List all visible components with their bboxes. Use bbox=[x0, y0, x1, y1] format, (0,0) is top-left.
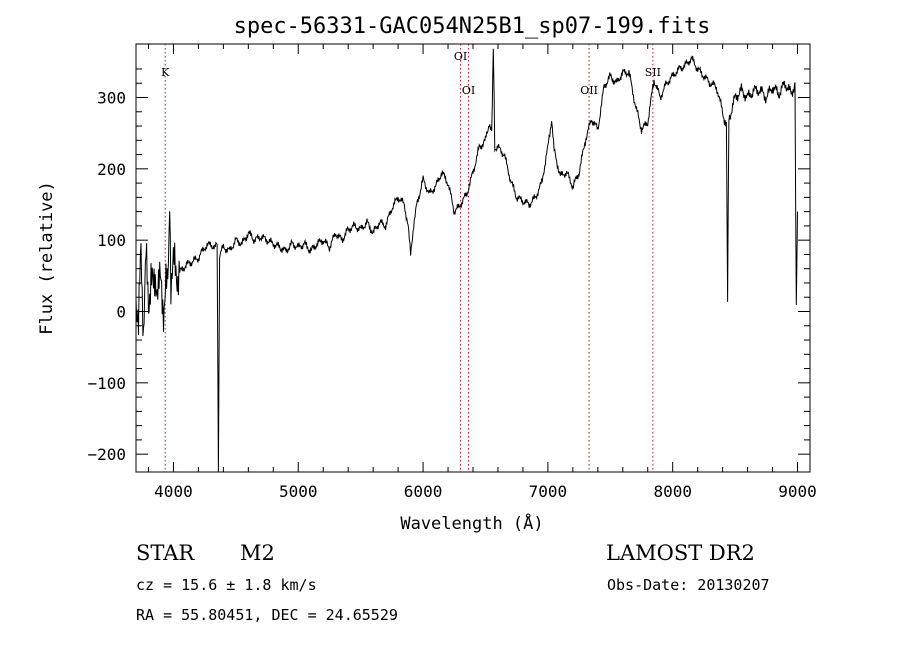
x-axis-label: Wavelength (Å) bbox=[400, 512, 543, 534]
plot-frame bbox=[135, 43, 811, 473]
x-tick-label: 8000 bbox=[653, 482, 692, 501]
object-class: STAR bbox=[136, 541, 195, 565]
x-tick-label: 9000 bbox=[778, 482, 817, 501]
redshift-text: cz = 15.6 ± 1.8 km/s bbox=[136, 576, 317, 594]
line-marker-label: SII bbox=[645, 66, 661, 79]
obs-date-text: Obs-Date: 20130207 bbox=[607, 576, 770, 594]
spectral-line-markers: K OI OI OII SII bbox=[161, 44, 661, 472]
x-tick-label: 4000 bbox=[154, 482, 193, 501]
y-tick-label: 0 bbox=[116, 303, 126, 322]
y-tick-label: 300 bbox=[97, 89, 126, 108]
y-tick-label: −200 bbox=[87, 445, 126, 464]
x-tick-label: 5000 bbox=[279, 482, 318, 501]
y-tick-label: −100 bbox=[87, 374, 126, 393]
spectrum-line bbox=[135, 48, 798, 473]
y-axis-ticks: −200 −100 0 100 200 300 bbox=[87, 68, 810, 464]
line-marker-label: OI bbox=[454, 50, 467, 63]
line-marker-label: OII bbox=[580, 84, 598, 97]
survey-label: LAMOST DR2 bbox=[606, 541, 755, 565]
y-axis-label: Flux (relative) bbox=[37, 181, 57, 335]
line-marker-label: OI bbox=[462, 84, 475, 97]
object-subclass: M2 bbox=[240, 541, 275, 565]
coordinates-text: RA = 55.80451, DEC = 24.65529 bbox=[136, 606, 398, 624]
y-tick-label: 200 bbox=[97, 160, 126, 179]
x-tick-label: 7000 bbox=[529, 482, 568, 501]
y-tick-label: 100 bbox=[97, 231, 126, 250]
chart-title: spec-56331-GAC054N25B1_sp07-199.fits bbox=[234, 14, 711, 39]
x-tick-label: 6000 bbox=[404, 482, 443, 501]
line-marker-label: K bbox=[161, 66, 170, 79]
x-axis-ticks: 4000 5000 6000 7000 8000 9000 bbox=[147, 44, 817, 501]
